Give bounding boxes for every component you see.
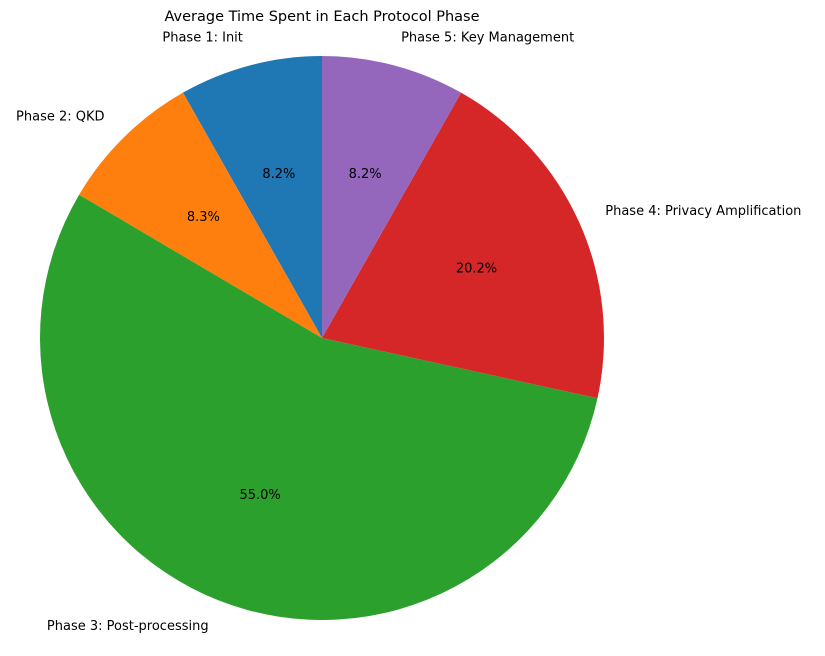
pie-slice-phase-3-post-processing xyxy=(39,194,598,621)
slice-percent-phase-2-qkd: 8.3% xyxy=(187,210,220,225)
slice-label-phase-4-privacy-amplification: Phase 4: Privacy Amplification xyxy=(605,204,801,219)
chart-title: Average Time Spent in Each Protocol Phas… xyxy=(164,9,479,25)
slice-percent-phase-1-init: 8.2% xyxy=(262,167,295,182)
pie-slices xyxy=(39,56,604,621)
pie-labels: Phase 1: Init 8.2% Phase 2: QKD 8.3% Phase 3… xyxy=(16,31,801,635)
slice-percent-phase-5-key-management: 8.2% xyxy=(349,167,382,182)
slice-percent-phase-4-privacy-amplification: 20.2% xyxy=(456,262,497,277)
slice-label-phase-1-init: Phase 1: Init xyxy=(162,31,243,46)
slice-label-phase-2-qkd: Phase 2: QKD xyxy=(16,109,105,124)
slice-label-phase-3-post-processing: Phase 3: Post-processing xyxy=(47,619,209,634)
slice-label-phase-5-key-management: Phase 5: Key Management xyxy=(401,31,574,46)
slice-percent-phase-3-post-processing: 55.0% xyxy=(239,488,280,503)
pie-slice-phase-2-qkd xyxy=(79,92,322,339)
pie-slice-phase-5-key-management xyxy=(322,56,462,338)
pie-slice-phase-1-init xyxy=(182,56,322,338)
pie-slice-phase-4-privacy-amplification xyxy=(322,92,604,399)
